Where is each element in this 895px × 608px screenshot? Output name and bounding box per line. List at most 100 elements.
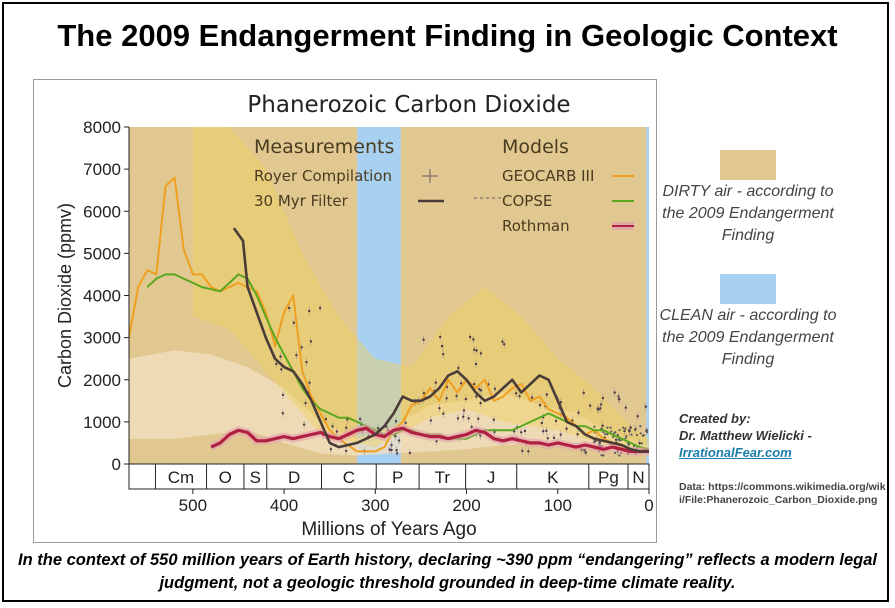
royer-point xyxy=(445,397,448,400)
royer-point xyxy=(318,306,322,310)
dirty-air-swatch xyxy=(720,150,776,180)
chart-container: 0 1000 2000 3000 4000 5000 6000 7000 8000 Carbon … xyxy=(33,79,657,543)
royer-point xyxy=(305,360,308,364)
royer-point xyxy=(467,417,470,420)
x-tick-label: 500 xyxy=(179,496,207,515)
royer-point xyxy=(422,338,425,341)
royer-point xyxy=(639,425,642,428)
royer-point xyxy=(602,454,605,457)
royer-point xyxy=(606,426,609,429)
royer-point xyxy=(280,368,283,371)
data-source-text: Data: https://commons.wikimedia.org/wiki… xyxy=(679,481,886,506)
royer-point xyxy=(622,426,625,429)
royer-point xyxy=(583,449,586,452)
y-tick-label: 4000 xyxy=(83,287,121,306)
royer-point xyxy=(376,427,380,430)
royer-point xyxy=(457,366,460,370)
royer-point xyxy=(521,449,524,453)
royer-point xyxy=(617,438,620,441)
royer-point xyxy=(601,396,605,400)
royer-point xyxy=(576,432,579,436)
royer-point xyxy=(644,405,647,408)
royer-point xyxy=(472,348,476,351)
royer-point xyxy=(479,352,483,355)
rothman-line xyxy=(210,426,649,453)
royer-point xyxy=(442,352,445,356)
royer-point xyxy=(645,428,648,431)
period-label: Cm xyxy=(168,468,194,487)
royer-point xyxy=(309,340,313,343)
clean-air-swatch xyxy=(720,274,776,304)
royer-point xyxy=(390,448,393,452)
data-source: Data: https://commons.wikimedia.org/wiki… xyxy=(679,481,891,507)
royer-point xyxy=(629,426,632,429)
royer-point xyxy=(304,401,307,405)
royer-point xyxy=(527,450,530,453)
y-tick-label: 0 xyxy=(112,455,121,474)
royer-point xyxy=(394,420,398,423)
legend-royer-label: Royer Compilation xyxy=(254,167,392,185)
royer-point xyxy=(545,429,548,433)
y-tick-label: 3000 xyxy=(83,329,121,348)
x-axis-label: Millions of Years Ago xyxy=(301,519,476,540)
royer-point xyxy=(395,448,398,452)
royer-point xyxy=(628,430,631,433)
royer-point xyxy=(300,346,303,349)
royer-point xyxy=(390,443,393,447)
royer-point xyxy=(514,392,518,395)
royer-point xyxy=(464,397,468,401)
royer-point xyxy=(636,415,639,418)
x-tick-label: 100 xyxy=(544,496,572,515)
x-tick-label: 400 xyxy=(270,496,298,515)
royer-point xyxy=(613,391,616,394)
period-label: J xyxy=(487,468,496,487)
period-label: Pg xyxy=(598,468,619,487)
royer-point xyxy=(584,451,588,454)
bottom-caption: In the context of 550 million years of E… xyxy=(18,551,877,592)
period-label: P xyxy=(392,468,403,487)
royer-point xyxy=(438,335,442,339)
royer-point xyxy=(604,433,607,436)
royer-point xyxy=(593,425,596,428)
royer-point xyxy=(554,419,558,423)
royer-point xyxy=(344,449,348,453)
royer-point xyxy=(616,433,619,437)
royer-point xyxy=(601,424,604,427)
royer-point xyxy=(287,306,291,310)
royer-point xyxy=(610,430,613,433)
y-tick-label: 7000 xyxy=(83,160,121,179)
royer-point xyxy=(440,344,444,348)
clean-air-label: CLEAN air - according to the 2009 Endang… xyxy=(659,307,837,368)
royer-point xyxy=(624,427,627,430)
royer-point xyxy=(442,412,445,415)
royer-point xyxy=(639,432,642,435)
royer-point xyxy=(281,393,285,397)
y-axis-label: Carbon Dioxide (ppmv) xyxy=(55,203,75,388)
royer-point xyxy=(429,419,433,422)
royer-point xyxy=(462,415,465,418)
legend-copse-label: COPSE xyxy=(502,192,552,210)
uncertainty-envelope xyxy=(129,350,649,456)
royer-point xyxy=(455,394,458,398)
legend-geocarb-label: GEOCARB III xyxy=(502,167,594,185)
credit-site-link[interactable]: IrrationalFear.com xyxy=(679,445,792,460)
royer-point xyxy=(597,408,600,411)
royer-point xyxy=(462,409,466,412)
royer-point xyxy=(618,428,621,432)
royer-point xyxy=(324,417,328,421)
credit-author: Dr. Matthew Wielicki - xyxy=(679,428,812,443)
royer-point xyxy=(492,418,496,421)
royer-point xyxy=(388,448,391,451)
royer-point xyxy=(468,335,472,339)
royer-point xyxy=(503,343,506,346)
royer-point xyxy=(307,309,311,313)
royer-point xyxy=(545,393,549,396)
y-tick-label: 1000 xyxy=(83,413,121,432)
royer-point xyxy=(493,387,497,390)
royer-point xyxy=(624,406,627,409)
geocarb-iii-line xyxy=(129,176,649,454)
royer-point xyxy=(345,426,348,429)
royer-point xyxy=(582,391,585,395)
period-label: C xyxy=(343,468,355,487)
royer-point xyxy=(456,417,460,420)
